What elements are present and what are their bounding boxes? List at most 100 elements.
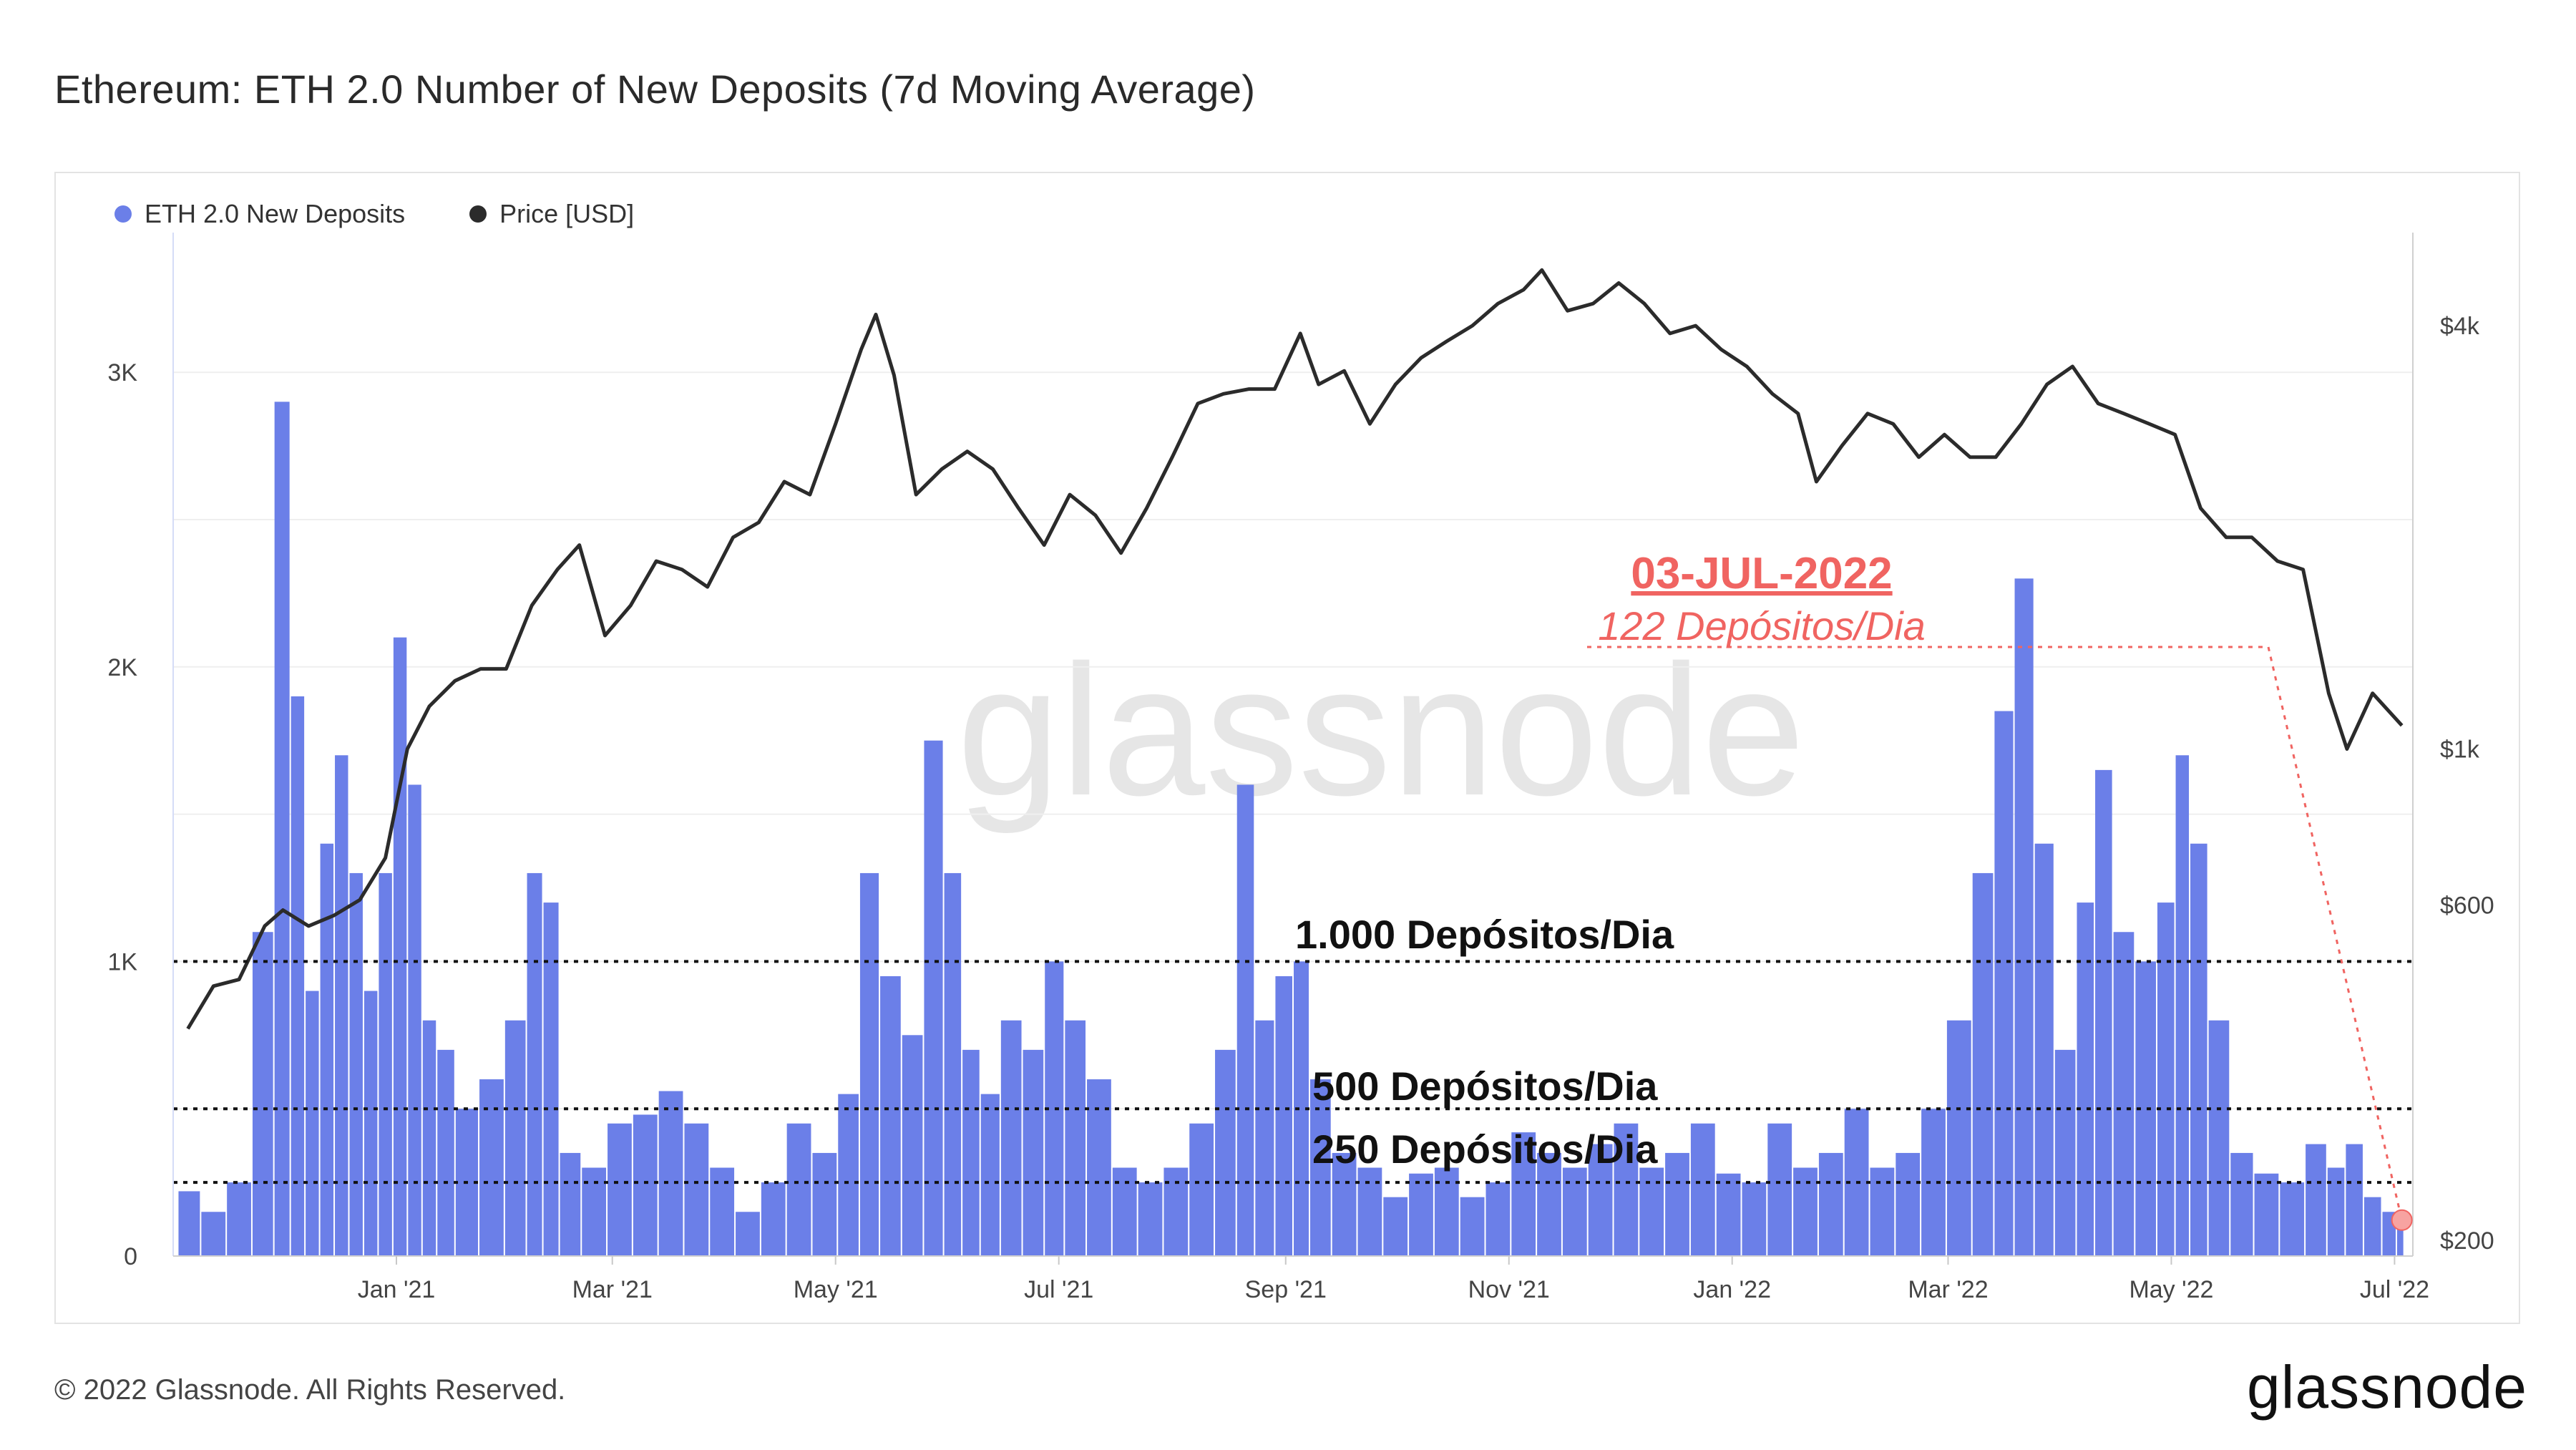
x-tick-label: Nov '21 bbox=[1468, 1276, 1550, 1303]
y-left-tick-label: 1K bbox=[107, 948, 137, 975]
deposit-bar bbox=[274, 402, 290, 1256]
deposit-bar bbox=[582, 1167, 607, 1256]
deposit-bar bbox=[2327, 1167, 2345, 1256]
deposit-bar bbox=[710, 1167, 735, 1256]
x-tick-label: Sep '21 bbox=[1245, 1276, 1327, 1303]
deposit-bar bbox=[335, 755, 348, 1256]
watermark: glassnode bbox=[957, 627, 1805, 835]
deposit-bar bbox=[2306, 1144, 2326, 1256]
deposit-bar bbox=[838, 1094, 859, 1256]
deposit-bar bbox=[1588, 1144, 1613, 1256]
y-right-tick-label: $200 bbox=[2440, 1227, 2494, 1255]
deposit-bar bbox=[2190, 843, 2207, 1256]
deposit-bar bbox=[291, 696, 305, 1256]
deposit-bar bbox=[2208, 1020, 2230, 1256]
x-tick-label: Mar '22 bbox=[1908, 1276, 1988, 1303]
deposit-bar bbox=[1485, 1182, 1511, 1256]
chart-title: Ethereum: ETH 2.0 Number of New Deposits… bbox=[54, 67, 1256, 112]
deposit-bar bbox=[684, 1123, 709, 1256]
price-line bbox=[186, 268, 2404, 1030]
deposit-bar bbox=[1690, 1123, 1715, 1256]
x-tick-label: Jul '22 bbox=[2360, 1276, 2429, 1303]
deposit-bars bbox=[178, 402, 2404, 1256]
price-line-group bbox=[186, 268, 2404, 1030]
deposit-bar bbox=[944, 872, 962, 1256]
deposit-bar bbox=[1767, 1123, 1792, 1256]
x-tick-label: Jul '21 bbox=[1024, 1276, 1093, 1303]
deposit-bar bbox=[364, 991, 378, 1256]
deposit-bar bbox=[437, 1049, 454, 1256]
chart-legend: ETH 2.0 New Deposits Price [USD] bbox=[114, 199, 634, 229]
deposit-bar bbox=[1275, 975, 1292, 1256]
annotation-deposits: 122 Depósitos/Dia bbox=[1598, 603, 1926, 648]
deposit-bar bbox=[1614, 1123, 1639, 1256]
x-tick-label: May '21 bbox=[794, 1276, 878, 1303]
deposit-bar bbox=[2034, 843, 2054, 1256]
y-right-tick-label: $4k bbox=[2440, 313, 2480, 340]
reference-lines bbox=[173, 960, 2413, 1184]
deposit-bar bbox=[761, 1182, 786, 1256]
annotation-date: 03-JUL-2022 bbox=[1631, 549, 1892, 598]
deposit-bar bbox=[1255, 1020, 1274, 1256]
x-tick-label: Jan '22 bbox=[1693, 1276, 1771, 1303]
deposit-bar bbox=[349, 872, 363, 1256]
deposit-bar bbox=[1236, 784, 1254, 1256]
deposit-bar bbox=[543, 902, 559, 1256]
highlight-pointer bbox=[1587, 646, 2404, 1221]
deposit-bar bbox=[1138, 1182, 1163, 1256]
deposit-bar bbox=[859, 872, 879, 1256]
deposit-bar bbox=[786, 1123, 811, 1256]
legend-item-deposits[interactable]: ETH 2.0 New Deposits bbox=[114, 199, 405, 229]
deposit-bar bbox=[527, 872, 542, 1256]
deposit-bar bbox=[1921, 1109, 1946, 1256]
deposit-bar bbox=[2095, 769, 2112, 1256]
deposit-bar bbox=[633, 1114, 658, 1256]
legend-dot-price bbox=[469, 205, 487, 223]
x-tick-label: Jan '21 bbox=[358, 1276, 436, 1303]
deposit-bar bbox=[1870, 1167, 1895, 1256]
deposit-bar bbox=[2363, 1197, 2381, 1256]
deposit-bar bbox=[408, 784, 421, 1256]
deposit-bar bbox=[1511, 1132, 1536, 1256]
deposit-bar bbox=[252, 932, 273, 1256]
deposit-bar bbox=[880, 975, 901, 1256]
deposit-bar bbox=[2175, 755, 2190, 1256]
legend-item-price[interactable]: Price [USD] bbox=[469, 199, 634, 229]
deposit-bar bbox=[393, 637, 407, 1256]
deposit-bar bbox=[1000, 1020, 1022, 1256]
deposit-bar bbox=[1065, 1020, 1086, 1256]
deposit-bar bbox=[1383, 1197, 1408, 1256]
legend-label-price: Price [USD] bbox=[499, 199, 635, 228]
deposit-bar bbox=[227, 1182, 251, 1256]
y-left-tick-label: 2K bbox=[107, 654, 137, 681]
deposit-bar bbox=[1896, 1152, 1921, 1256]
deposit-bar bbox=[736, 1212, 760, 1256]
deposit-bar bbox=[1537, 1152, 1561, 1256]
deposit-bar bbox=[902, 1035, 923, 1256]
deposit-bar bbox=[320, 843, 334, 1256]
deposit-bar bbox=[1818, 1152, 1843, 1256]
deposit-bar bbox=[1994, 711, 2014, 1256]
y-left-tick-label: 0 bbox=[124, 1243, 137, 1270]
deposit-bar bbox=[2014, 578, 2034, 1256]
axes: 0 1K 2K 3K $200 $600 $1k $4k Jan '21 Mar '21 May '… bbox=[107, 233, 2494, 1303]
deposit-bar bbox=[1332, 1152, 1357, 1256]
deposit-bar bbox=[1742, 1182, 1767, 1256]
annotation-500: 500 Depósitos/Dia bbox=[1312, 1064, 1658, 1109]
deposit-bar bbox=[1665, 1152, 1689, 1256]
deposit-bar bbox=[2254, 1173, 2279, 1256]
chart-frame bbox=[54, 172, 2520, 1324]
deposit-bar bbox=[1357, 1167, 1382, 1256]
deposit-bar bbox=[479, 1079, 504, 1256]
legend-label-deposits: ETH 2.0 New Deposits bbox=[145, 199, 406, 228]
deposit-bar bbox=[658, 1091, 683, 1256]
deposit-bar bbox=[924, 740, 943, 1256]
deposit-bar bbox=[2346, 1144, 2363, 1256]
deposit-bar bbox=[608, 1123, 632, 1256]
deposit-bar bbox=[201, 1212, 226, 1256]
deposit-bar bbox=[1434, 1167, 1459, 1256]
deposit-bar bbox=[1716, 1173, 1741, 1256]
deposit-bar bbox=[2077, 902, 2094, 1256]
annotation-250: 250 Depósitos/Dia bbox=[1312, 1127, 1658, 1172]
deposit-bar bbox=[2113, 932, 2135, 1256]
